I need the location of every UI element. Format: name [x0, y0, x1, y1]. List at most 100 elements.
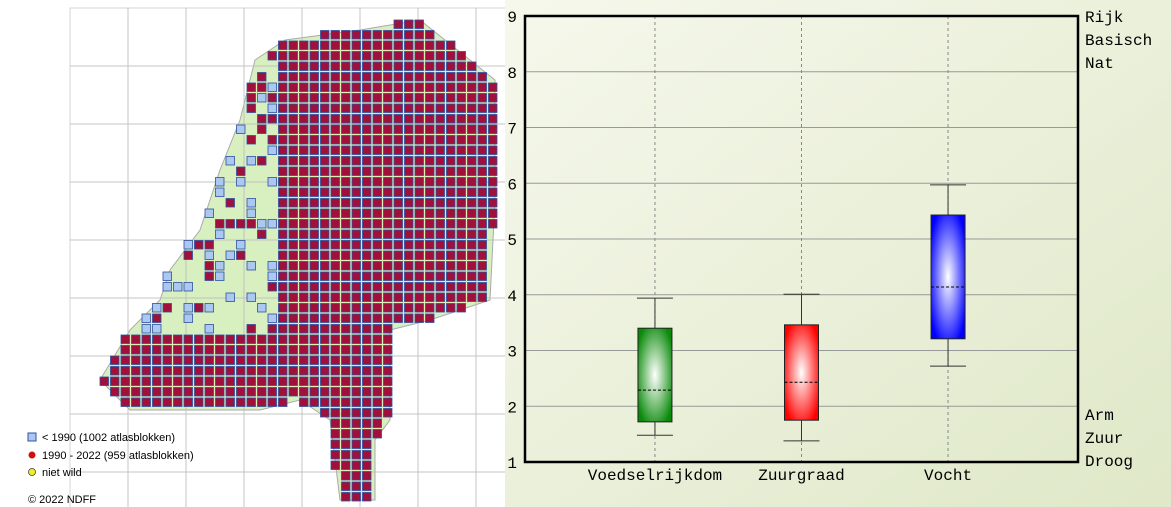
atlas-block [362, 460, 372, 470]
atlas-block [299, 282, 309, 292]
atlas-block [330, 135, 340, 145]
atlas-block [246, 198, 256, 208]
atlas-block [372, 40, 382, 50]
atlas-block [393, 145, 403, 155]
atlas-block [341, 51, 351, 61]
atlas-block [372, 208, 382, 218]
copyright: © 2022 NDFF [28, 494, 96, 506]
atlas-block [320, 355, 330, 365]
atlas-block [299, 103, 309, 113]
atlas-block [383, 114, 393, 124]
atlas-block [404, 103, 414, 113]
atlas-block [330, 408, 340, 418]
atlas-block [162, 387, 172, 397]
atlas-block [236, 397, 246, 407]
atlas-block [362, 51, 372, 61]
box [637, 327, 673, 423]
atlas-block [456, 103, 466, 113]
atlas-block [341, 271, 351, 281]
atlas-block [267, 397, 277, 407]
atlas-block [341, 93, 351, 103]
atlas-block [204, 334, 214, 344]
atlas-block [362, 439, 372, 449]
atlas-block [267, 366, 277, 376]
atlas-block [488, 114, 498, 124]
atlas-block [152, 313, 162, 323]
atlas-block [183, 334, 193, 344]
atlas-block [278, 250, 288, 260]
atlas-block [372, 51, 382, 61]
atlas-block [362, 292, 372, 302]
atlas-block [141, 313, 151, 323]
atlas-block [425, 51, 435, 61]
atlas-block [435, 166, 445, 176]
atlas-block [183, 313, 193, 323]
atlas-block [351, 156, 361, 166]
atlas-block [309, 198, 319, 208]
atlas-block [215, 177, 225, 187]
atlas-block [246, 93, 256, 103]
atlas-block [341, 61, 351, 71]
atlas-block [341, 250, 351, 260]
atlas-block [456, 261, 466, 271]
atlas-block [246, 135, 256, 145]
atlas-block [414, 313, 424, 323]
atlas-block [488, 124, 498, 134]
atlas-block [278, 240, 288, 250]
atlas-block [467, 82, 477, 92]
atlas-block [341, 408, 351, 418]
atlas-block [267, 334, 277, 344]
atlas-block [330, 450, 340, 460]
atlas-block [288, 334, 298, 344]
atlas-block [425, 250, 435, 260]
atlas-block [194, 387, 204, 397]
atlas-block [278, 219, 288, 229]
atlas-block [414, 156, 424, 166]
atlas-block [246, 156, 256, 166]
atlas-block [435, 145, 445, 155]
atlas-block [351, 429, 361, 439]
atlas-block [362, 261, 372, 271]
atlas-block [488, 187, 498, 197]
atlas-block [215, 219, 225, 229]
atlas-block [446, 124, 456, 134]
atlas-block [425, 187, 435, 197]
atlas-block [456, 61, 466, 71]
atlas-block [341, 303, 351, 313]
atlas-block [393, 271, 403, 281]
atlas-block [183, 366, 193, 376]
atlas-block [267, 271, 277, 281]
atlas-block [372, 303, 382, 313]
atlas-block [435, 51, 445, 61]
atlas-block [362, 240, 372, 250]
atlas-block [456, 135, 466, 145]
atlas-block [341, 261, 351, 271]
atlas-block [152, 345, 162, 355]
atlas-block [162, 271, 172, 281]
atlas-block [372, 418, 382, 428]
atlas-block [393, 93, 403, 103]
atlas-block [414, 72, 424, 82]
atlas-block [362, 208, 372, 218]
atlas-block [372, 313, 382, 323]
atlas-block [246, 103, 256, 113]
atlas-block [173, 282, 183, 292]
atlas-block [278, 51, 288, 61]
atlas-block [456, 303, 466, 313]
atlas-block [309, 271, 319, 281]
atlas-block [152, 355, 162, 365]
atlas-block [488, 166, 498, 176]
atlas-block [351, 229, 361, 239]
atlas-block [278, 345, 288, 355]
atlas-block [257, 156, 267, 166]
atlas-block [299, 187, 309, 197]
atlas-block [309, 187, 319, 197]
atlas-block [320, 166, 330, 176]
atlas-block [446, 292, 456, 302]
atlas-block [141, 366, 151, 376]
atlas-grid [185, 413, 245, 473]
y-tick-label: 7 [507, 121, 517, 139]
atlas-block [288, 72, 298, 82]
atlas-block [414, 187, 424, 197]
atlas-block [330, 166, 340, 176]
